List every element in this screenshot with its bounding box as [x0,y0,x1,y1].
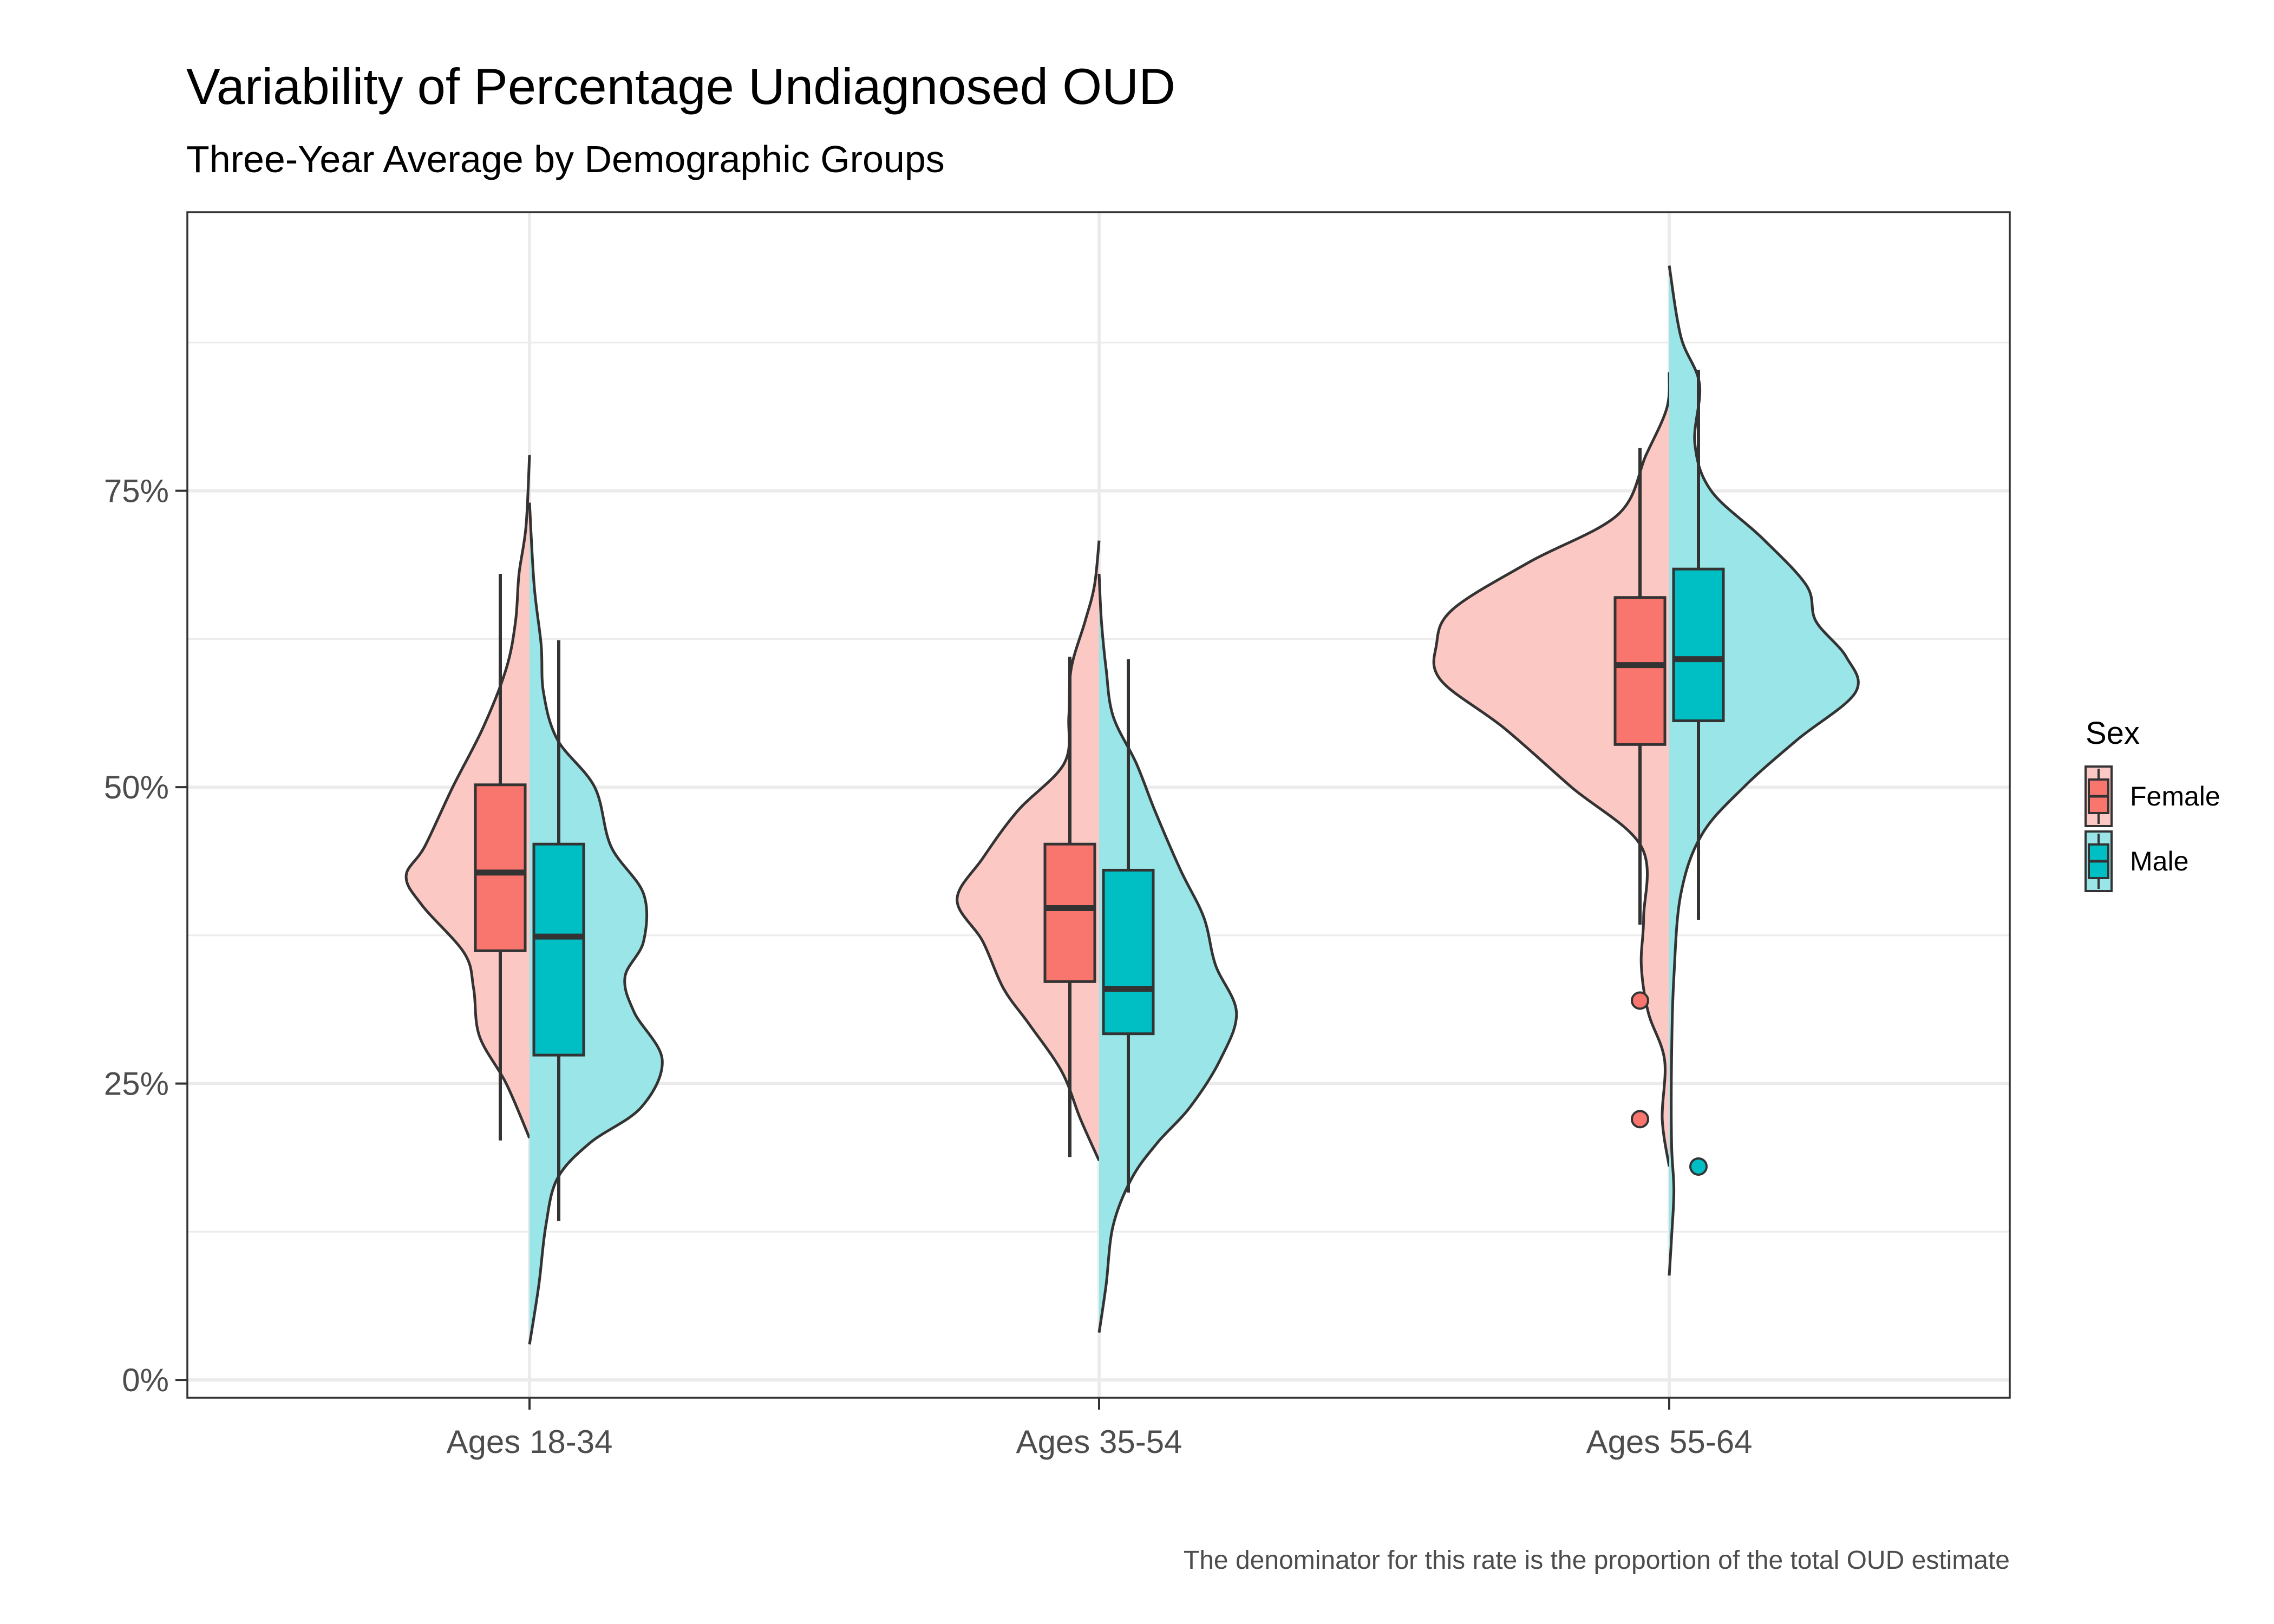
x-tick-label: Ages 35-54 [1016,1424,1182,1460]
boxplots [474,370,1725,1221]
outlier-point-female-ages-55-64 [1631,991,1649,1010]
y-axis: 0% 25% 50% 75% [104,473,187,1398]
violin-outline-male-ages-35-54 [1097,573,1238,1333]
x-axis: Ages 18-34 Ages 35-54 Ages 55-64 [447,1398,1753,1460]
y-tick-label: 50% [104,769,169,806]
outlier-point-male-ages-55-64 [1689,1157,1708,1176]
legend-title: Sex [2086,716,2140,751]
violin-male-ages-55-64 [1669,265,1859,1276]
y-tick-label: 25% [104,1066,169,1102]
violin-female-ages-35-54 [957,540,1099,1161]
violin-outline-male-ages-55-64 [1668,265,1860,1276]
violin-male-ages-35-54 [1099,574,1237,1333]
violin-outline-male-ages-18-34 [528,502,664,1345]
violin-outline-female-ages-55-64 [1432,372,1671,1167]
y-tick-label: 75% [104,473,169,509]
x-tick-label: Ages 55-64 [1586,1424,1753,1460]
box-male-ages-18-34 [532,842,585,1057]
box-male-ages-55-64 [1672,567,1725,723]
box-female-ages-55-64 [1613,596,1667,746]
violins [404,265,1860,1345]
chart-subtitle: Three-Year Average by Demographic Groups [186,138,945,180]
legend-label-male: Male [2130,846,2188,876]
outlier-point-female-ages-55-64 [1631,1110,1649,1129]
legend: Sex Female Male [2084,716,2220,892]
outlier-points [1631,991,1708,1176]
chart-title: Variability of Percentage Undiagnosed OU… [186,58,1175,115]
violin-male-ages-18-34 [530,502,663,1345]
chart-caption: The denominator for this rate is the pro… [1184,1546,2010,1575]
box-female-ages-35-54 [1043,842,1096,983]
violin-outline-female-ages-35-54 [956,540,1101,1162]
legend-label-female: Female [2130,781,2220,811]
violin-outline-female-ages-18-34 [404,455,531,1139]
y-tick-label: 0% [122,1362,169,1398]
x-tick-label: Ages 18-34 [447,1424,613,1460]
box-female-ages-18-34 [474,783,527,952]
box-male-ages-35-54 [1102,868,1155,1036]
